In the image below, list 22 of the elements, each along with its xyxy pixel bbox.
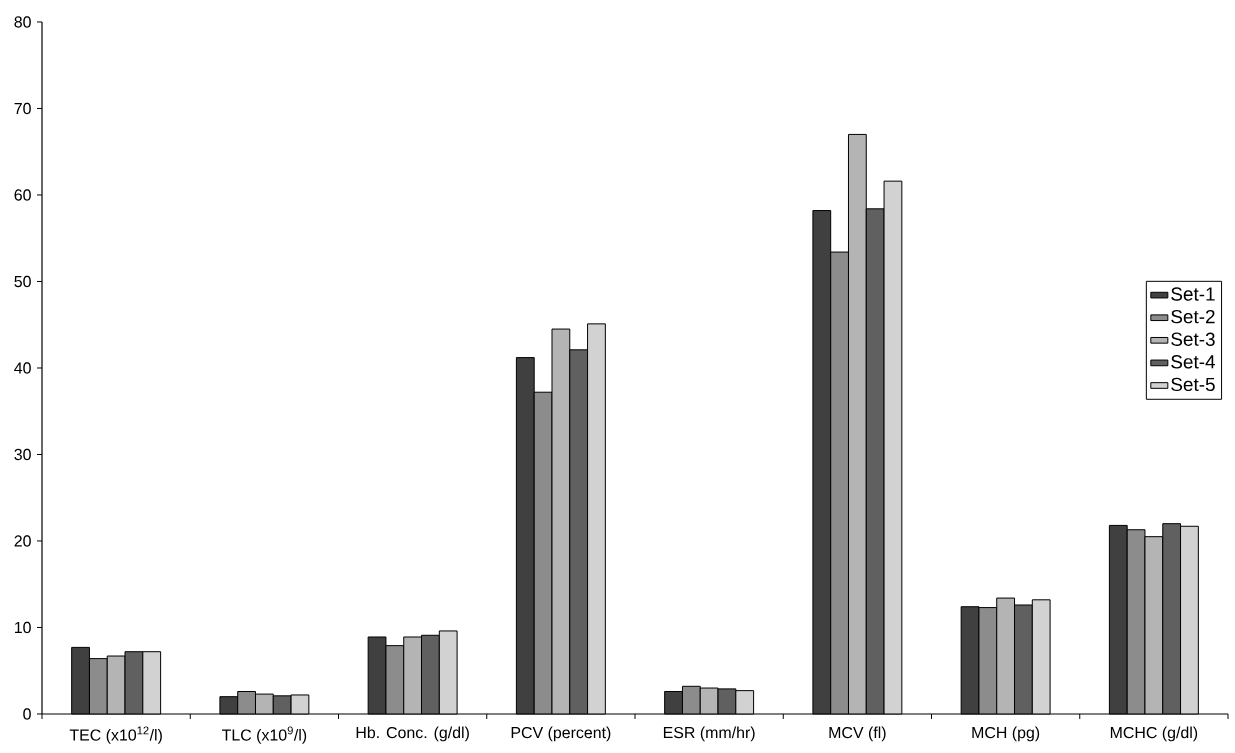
y-tick-label: 0	[23, 708, 31, 720]
y-tick-label: 40	[14, 362, 31, 374]
y-tick-label: 20	[14, 535, 31, 547]
legend-label: Set-4	[1171, 355, 1216, 369]
y-tick-label: 80	[14, 16, 31, 28]
y-tick-label: 70	[14, 102, 31, 115]
y-tick-label: 50	[14, 275, 31, 288]
y-tick-label: 30	[14, 448, 31, 461]
x-tick-label: MCV (fl)	[829, 726, 886, 742]
x-tick-label: TLC (x10$^{9}$/l)	[221, 726, 307, 744]
x-tick-label: MCH (pg)	[972, 726, 1040, 742]
x-tick-label: Hb. Conc. (g/dl)	[356, 726, 469, 742]
legend-label: Set-1	[1171, 287, 1215, 301]
legend-label: Set-5	[1171, 377, 1215, 392]
legend-label: Set-2	[1171, 309, 1215, 324]
x-tick-label: PCV (percent)	[511, 726, 611, 742]
x-tick-label: TEC (x10$^{12}$/l)	[69, 726, 162, 744]
y-tick-label: 10	[14, 621, 31, 634]
legend-label: Set-3	[1171, 332, 1215, 346]
x-tick-label: MCHC (g/dl)	[1110, 726, 1198, 742]
x-tick-label: ESR (mm/hr)	[663, 726, 755, 742]
y-tick-label: 60	[14, 189, 31, 201]
